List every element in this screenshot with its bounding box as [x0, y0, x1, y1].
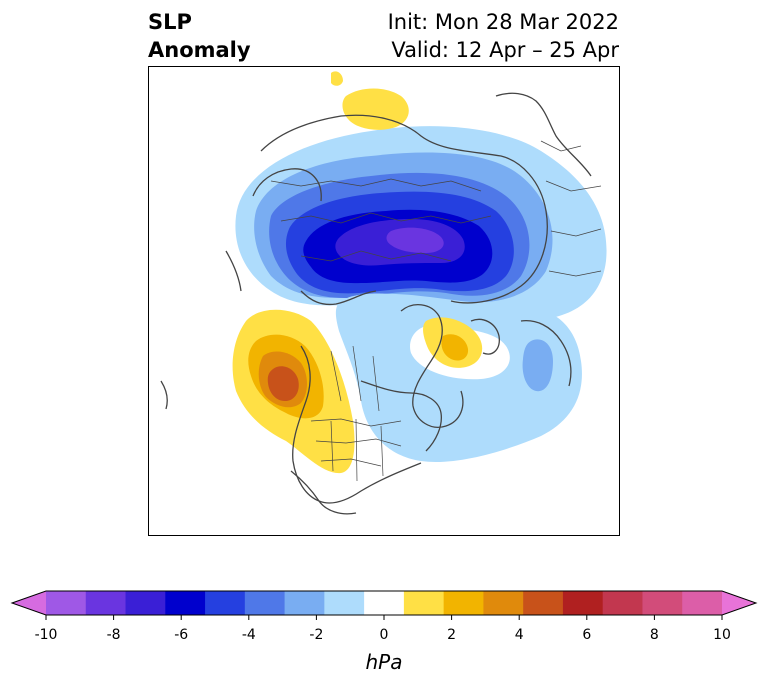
colorbar-tick-label: 2 — [447, 627, 457, 643]
colorbar-tick-label: 8 — [649, 627, 659, 643]
colorbar-tick-label: 6 — [582, 627, 592, 643]
colorbar-units-label: hPa — [365, 650, 403, 674]
colorbar-segment — [483, 591, 524, 615]
valid-range: Valid: 12 Apr – 25 Apr — [391, 38, 619, 62]
colorbar-segment — [642, 591, 683, 615]
greenland-positive-anomaly — [423, 317, 483, 368]
colorbar-segment — [682, 591, 723, 615]
colorbar-segments — [46, 591, 723, 615]
colorbar-tick-label: 0 — [379, 627, 389, 643]
map-svg — [160, 71, 607, 515]
north-atlantic-negative-anomaly — [335, 293, 582, 462]
colorbar-tick-label: -2 — [309, 627, 324, 643]
colorbar-segment — [165, 591, 206, 615]
colorbar-under-extension — [12, 591, 46, 615]
siberia-positive-anomaly — [331, 71, 409, 130]
colorbar-segment — [443, 591, 484, 615]
colorbar-segment — [602, 591, 643, 615]
colorbar-segment — [244, 591, 286, 615]
colorbar-over-extension — [722, 591, 756, 615]
coastlines — [160, 92, 592, 515]
arctic-negative-anomaly — [235, 126, 607, 322]
colorbar-tick-marks — [45, 615, 723, 620]
colorbar-tick-label: -10 — [34, 627, 58, 643]
map-panel — [148, 66, 620, 536]
colorbar-segment — [284, 591, 325, 615]
colorbar-segment — [324, 591, 365, 615]
colorbar-segment — [523, 591, 564, 615]
colorbar-segment — [46, 591, 87, 615]
colorbar-segment — [205, 591, 246, 615]
colorbar-segment — [364, 591, 405, 615]
title-right: Init: Mon 28 Mar 2022 Valid: 12 Apr – 25… — [388, 8, 619, 64]
colorbar-tick-label: 10 — [713, 627, 731, 643]
colorbar — [10, 590, 758, 620]
north-pacific-positive-anomaly — [232, 309, 355, 474]
colorbar-tick-labels: -10 -8 -6 -4 -2 0 2 4 6 8 10 — [0, 627, 768, 647]
colorbar-segment — [403, 591, 445, 615]
title-type: Anomaly — [148, 38, 251, 62]
title-variable: SLP — [148, 10, 192, 34]
political-borders — [270, 140, 602, 482]
title-left: SLP Anomaly — [148, 8, 251, 64]
colorbar-tick-label: -4 — [241, 627, 256, 643]
colorbar-tick-label: -6 — [174, 627, 189, 643]
colorbar-segment — [562, 591, 604, 615]
colorbar-tick-label: 4 — [514, 627, 524, 643]
colorbar-segment — [125, 591, 166, 615]
colorbar-segment — [85, 591, 127, 615]
init-date: Init: Mon 28 Mar 2022 — [387, 10, 619, 34]
colorbar-tick-label: -8 — [106, 627, 121, 643]
